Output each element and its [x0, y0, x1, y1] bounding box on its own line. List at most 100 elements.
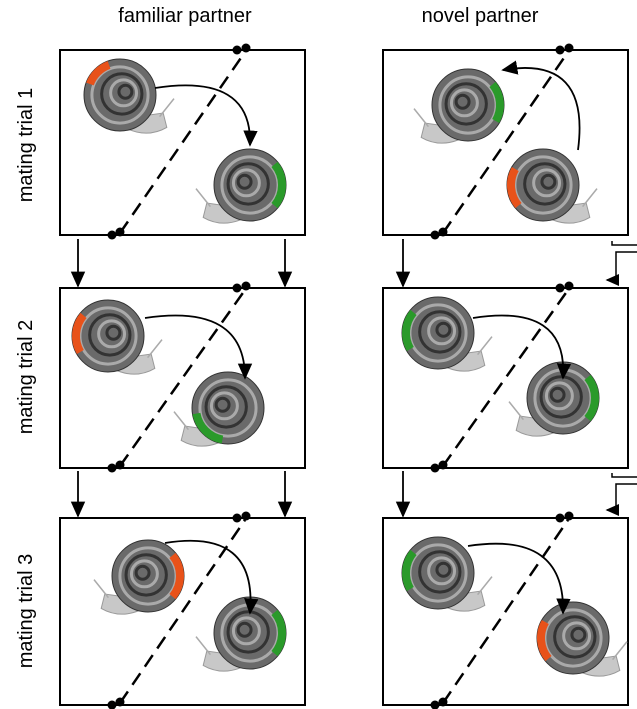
- shell-ring: [449, 88, 479, 118]
- shell-ring: [418, 310, 462, 354]
- shell-mark: [537, 620, 552, 662]
- snail: [508, 361, 600, 437]
- snail-tentacle: [413, 108, 429, 128]
- clip: [564, 511, 574, 521]
- partition: [441, 51, 570, 234]
- swap-arrow: [605, 483, 637, 516]
- shell-ring: [209, 391, 239, 421]
- snail-tentacle: [93, 579, 109, 599]
- shell-mark: [271, 161, 286, 209]
- clip: [115, 460, 125, 470]
- shell-ring: [435, 561, 452, 578]
- clip: [430, 463, 440, 473]
- snail-tentacle: [477, 336, 493, 356]
- clip: [115, 697, 125, 707]
- shell-mark: [271, 609, 286, 657]
- clip: [107, 230, 117, 240]
- snail: [506, 148, 598, 224]
- snail-tentacle: [612, 641, 628, 661]
- shell-ring: [427, 316, 457, 346]
- snail: [71, 299, 163, 375]
- snail: [413, 68, 505, 144]
- partition: [118, 51, 247, 234]
- shell-ring: [427, 556, 457, 586]
- shell-ring: [562, 621, 592, 651]
- swap-arrow: [611, 241, 637, 246]
- shell-ring: [204, 385, 248, 429]
- move-arrow: [154, 84, 258, 147]
- shell-ring: [544, 381, 574, 411]
- shell-ring: [553, 615, 597, 659]
- clip: [438, 697, 448, 707]
- move-arrow: [164, 539, 259, 615]
- shell-ring: [105, 324, 122, 341]
- clip: [555, 513, 565, 523]
- column-header: novel partner: [422, 5, 539, 27]
- move-arrow: [144, 314, 253, 380]
- shell-ring: [109, 78, 139, 108]
- snail-tentacle: [508, 401, 524, 421]
- shell-ring: [117, 83, 134, 100]
- shell-mark: [192, 412, 224, 444]
- clip: [115, 227, 125, 237]
- shell-ring: [444, 82, 488, 126]
- snail: [83, 58, 175, 134]
- snail: [401, 536, 493, 612]
- shell-ring: [231, 616, 261, 646]
- snail-tentacle: [159, 98, 175, 118]
- snail: [173, 371, 265, 447]
- shell-ring: [570, 626, 587, 643]
- snail-tentacle: [195, 188, 211, 208]
- snail-tentacle: [173, 411, 189, 431]
- clip: [564, 43, 574, 53]
- snail: [401, 296, 493, 372]
- shell-ring: [532, 168, 562, 198]
- shell-mark: [402, 549, 417, 591]
- snail: [195, 596, 287, 672]
- clip: [241, 43, 251, 53]
- shell-ring: [90, 65, 150, 125]
- shell-ring: [97, 319, 127, 349]
- shell-ring: [226, 162, 270, 206]
- shell-ring: [100, 72, 144, 116]
- shell-ring: [236, 621, 253, 638]
- snail: [195, 148, 287, 224]
- shell-ring: [236, 173, 253, 190]
- row-label: mating trial 2: [15, 320, 37, 435]
- snail: [93, 539, 185, 615]
- row-label: mating trial 1: [15, 88, 37, 203]
- move-arrow: [467, 542, 571, 615]
- clip: [438, 227, 448, 237]
- clip: [232, 513, 242, 523]
- partition: [441, 519, 570, 704]
- clip: [564, 281, 574, 291]
- shell-ring: [134, 564, 151, 581]
- shell-mark: [489, 81, 504, 123]
- clip: [241, 511, 251, 521]
- clip: [232, 283, 242, 293]
- clip: [107, 700, 117, 709]
- shell-ring: [523, 162, 567, 206]
- snail-tentacle: [477, 576, 493, 596]
- move-arrow: [501, 60, 581, 151]
- shell-ring: [124, 553, 168, 597]
- shell-ring: [549, 386, 566, 403]
- clip: [241, 281, 251, 291]
- clip: [555, 283, 565, 293]
- clip: [438, 460, 448, 470]
- clip: [232, 45, 242, 55]
- column-header: familiar partner: [118, 5, 252, 27]
- shell-ring: [88, 313, 132, 357]
- clip: [107, 463, 117, 473]
- partition: [441, 289, 570, 467]
- clip: [430, 700, 440, 709]
- shell-ring: [129, 559, 159, 589]
- artwork: [59, 43, 637, 709]
- swap-arrow: [605, 251, 637, 286]
- snail-tentacle: [147, 339, 163, 359]
- shell-mark: [402, 309, 417, 351]
- shell-mark: [169, 552, 184, 600]
- shell-mark: [584, 374, 599, 422]
- move-arrow: [472, 314, 572, 380]
